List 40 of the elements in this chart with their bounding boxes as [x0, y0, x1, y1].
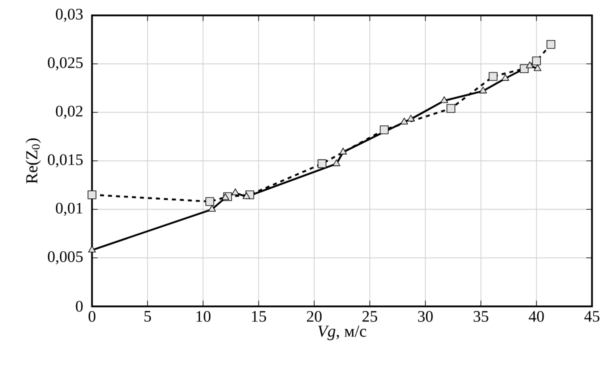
point: [318, 159, 326, 168]
point: [546, 40, 556, 49]
y-axis-title: Re(Z$_{0}$): [26, 138, 41, 184]
y-tick-label: 0,02: [56, 106, 82, 119]
point: [222, 193, 230, 200]
x-tick-label: 20: [306, 311, 322, 322]
y-tick-label: 0,015: [48, 154, 83, 168]
point: [479, 86, 487, 94]
x-tick-label: 10: [196, 311, 210, 322]
point: [232, 188, 240, 196]
x-tick-label: 30: [418, 311, 433, 322]
x-tick-label: 35: [474, 311, 488, 322]
point: [88, 190, 96, 200]
x-tick-label: 5: [144, 311, 151, 322]
x-tick-label: 15: [252, 311, 266, 322]
point: [502, 74, 510, 81]
y-tick-label: 0,03: [56, 8, 83, 22]
point: [380, 125, 389, 134]
point: [407, 114, 415, 122]
y-tick-label: 0,005: [48, 251, 83, 264]
point: [534, 64, 542, 72]
point: [440, 96, 448, 104]
point: [526, 61, 534, 68]
point: [488, 72, 498, 81]
point: [242, 192, 250, 200]
y-tick-label: 0: [76, 300, 83, 312]
y-tick-label: 0,025: [48, 57, 83, 70]
point: [446, 104, 456, 113]
y-tick-label: 0,01: [56, 202, 82, 216]
x-tick-label: 0: [88, 311, 96, 322]
point: [400, 118, 408, 124]
point: [205, 197, 214, 206]
x-tick-label: 45: [584, 311, 600, 322]
point: [339, 148, 347, 154]
x-tick-label: 40: [528, 311, 544, 322]
x-tick-label: 25: [362, 311, 378, 322]
point: [208, 205, 216, 212]
point: [332, 159, 340, 166]
x-axis-title: Vg, м/с: [318, 326, 366, 340]
point: [532, 56, 541, 66]
